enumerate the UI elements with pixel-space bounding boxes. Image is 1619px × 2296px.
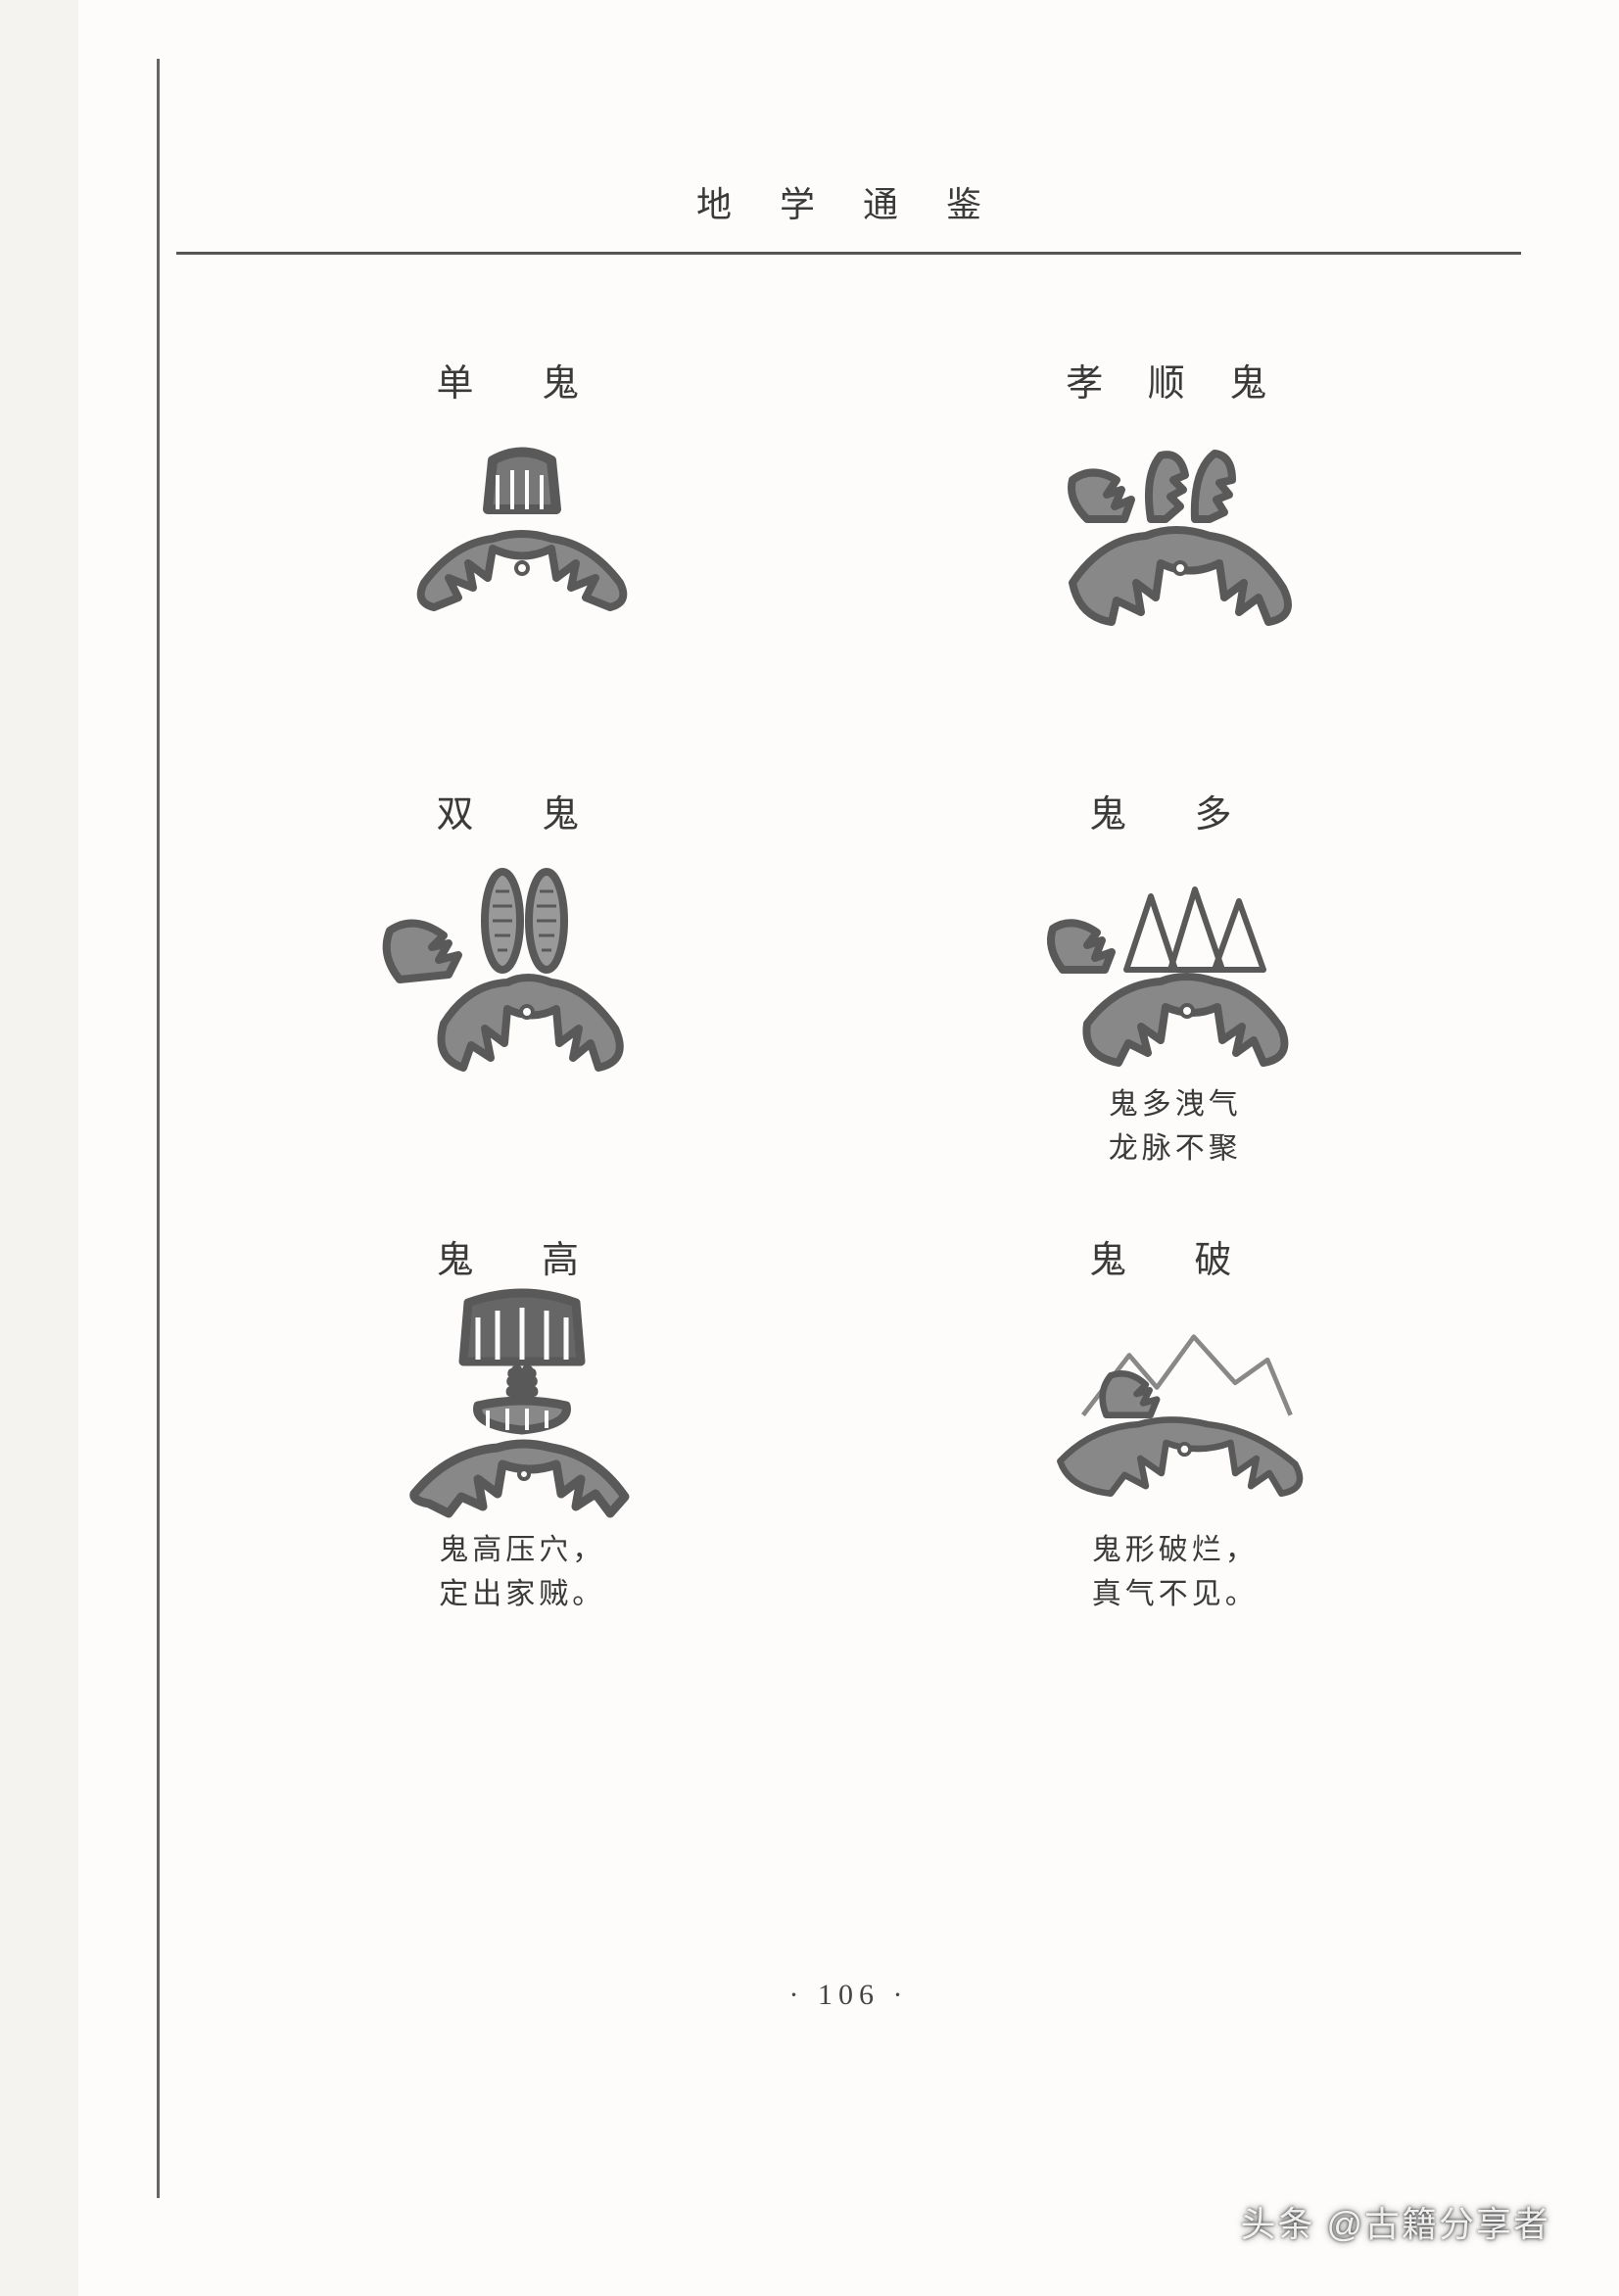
diagram-grid: 单 鬼 孝 顺 鬼 — [176, 353, 1521, 1616]
caption: 鬼形破烂， 真气不见。 — [1092, 1528, 1259, 1616]
cell-title: 双 鬼 — [436, 784, 608, 837]
diagram-filial-ghost — [1019, 436, 1332, 632]
cell-tall-ghost: 鬼 高 盖 鬼高压穴， 定出家贼。 — [255, 1229, 790, 1616]
cell-title: 单 鬼 — [436, 353, 608, 407]
cell-broken-ghost: 鬼 破 鬼形破烂， 真气不见。 — [908, 1229, 1444, 1616]
page: 地 学 通 鉴 单 鬼 孝 顺 鬼 — [78, 0, 1619, 2296]
diagram-tall-ghost: 盖 — [365, 1313, 679, 1508]
diagram-many-ghost — [1019, 867, 1332, 1063]
cell-title: 鬼 高 — [436, 1229, 608, 1283]
diagram-single-ghost — [365, 436, 679, 632]
inner-label: 盖 — [509, 1368, 535, 1397]
cell-title: 孝 顺 鬼 — [1066, 353, 1284, 407]
book-title: 地 学 通 鉴 — [176, 176, 1521, 227]
cell-title: 鬼 多 — [1089, 784, 1262, 837]
caption: 鬼高压穴， 定出家贼。 — [439, 1528, 605, 1616]
page-number: · 106 · — [78, 1979, 1619, 2012]
diagram-broken-ghost — [1019, 1313, 1332, 1508]
cell-title: 鬼 破 — [1089, 1229, 1262, 1283]
cell-filial-ghost: 孝 顺 鬼 — [908, 353, 1444, 725]
cell-many-ghost: 鬼 多 鬼多洩气 龙脉不聚 — [908, 784, 1444, 1171]
left-margin-rule — [157, 59, 160, 2198]
diagram-double-ghost — [365, 867, 679, 1063]
caption: 鬼多洩气 龙脉不聚 — [1109, 1082, 1242, 1171]
watermark: 头条 @古籍分享者 — [1240, 2196, 1550, 2247]
header-rule — [176, 252, 1521, 255]
cell-single-ghost: 单 鬼 — [255, 353, 790, 725]
cell-double-ghost: 双 鬼 — [255, 784, 790, 1171]
